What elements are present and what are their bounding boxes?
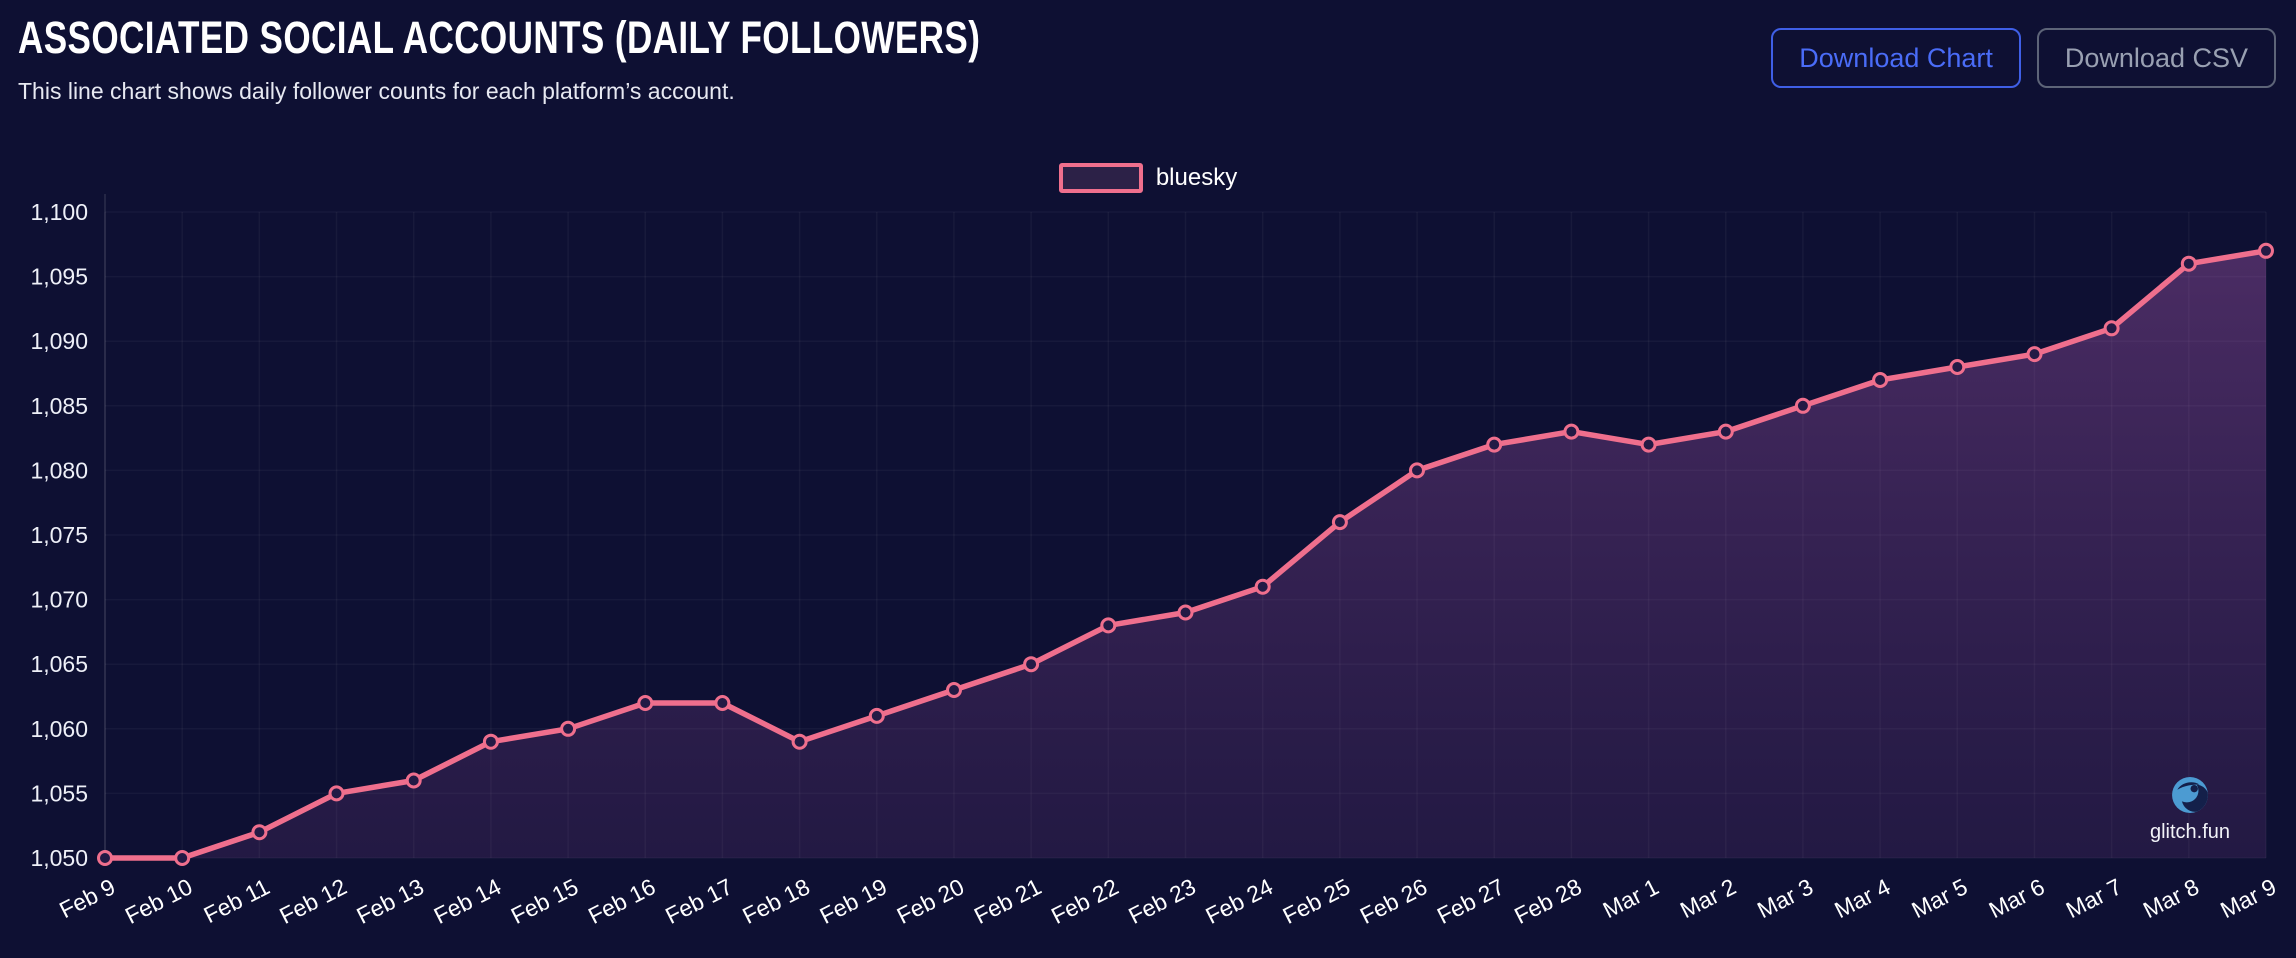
x-axis-tick-label: Feb 22 xyxy=(1047,873,1123,929)
data-point-bluesky-feb-13[interactable] xyxy=(405,772,422,789)
page-title: ASSOCIATED SOCIAL ACCOUNTS (DAILY FOLLOW… xyxy=(18,12,981,63)
x-axis-tick-label: Mar 5 xyxy=(1907,873,1971,923)
y-axis-tick-label: 1,095 xyxy=(30,264,88,290)
y-axis-tick-label: 1,055 xyxy=(30,780,88,806)
chart-header: ASSOCIATED SOCIAL ACCOUNTS (DAILY FOLLOW… xyxy=(18,12,1252,105)
x-axis-tick-label: Feb 17 xyxy=(661,873,737,929)
header-actions: Download Chart Download CSV xyxy=(1771,28,2276,88)
x-axis-tick-label: Feb 23 xyxy=(1124,873,1200,929)
data-point-bluesky-feb-11[interactable] xyxy=(251,824,268,841)
data-point-bluesky-mar-3[interactable] xyxy=(1794,397,1811,414)
data-point-bluesky-feb-12[interactable] xyxy=(328,785,345,802)
data-point-bluesky-mar-8[interactable] xyxy=(2180,255,2197,272)
data-point-bluesky-feb-28[interactable] xyxy=(1563,423,1580,440)
data-point-bluesky-feb-9[interactable] xyxy=(97,850,113,866)
x-axis-tick-label: Feb 13 xyxy=(352,873,428,929)
data-point-bluesky-feb-16[interactable] xyxy=(637,695,654,711)
data-point-bluesky-mar-9[interactable] xyxy=(2258,242,2274,259)
data-point-bluesky-mar-6[interactable] xyxy=(2026,346,2043,363)
glitch-fun-globe-icon xyxy=(2172,777,2208,813)
watermark-label: glitch.fun xyxy=(2149,821,2231,843)
y-axis-tick-label: 1,075 xyxy=(30,522,88,548)
data-point-bluesky-feb-22[interactable] xyxy=(1100,617,1117,634)
x-axis-tick-label: Feb 14 xyxy=(430,873,506,929)
x-axis-tick-label: Mar 4 xyxy=(1830,873,1894,923)
data-point-bluesky-feb-24[interactable] xyxy=(1254,578,1271,595)
y-axis-tick-label: 1,085 xyxy=(30,393,88,419)
download-chart-button[interactable]: Download Chart xyxy=(1771,28,2021,88)
data-point-bluesky-feb-20[interactable] xyxy=(946,682,962,698)
x-axis-tick-label: Feb 26 xyxy=(1356,873,1432,929)
data-point-bluesky-feb-19[interactable] xyxy=(868,707,885,724)
x-axis-tick-label: Feb 20 xyxy=(893,873,969,929)
data-point-bluesky-feb-26[interactable] xyxy=(1409,462,1425,479)
x-axis-tick-label: Feb 15 xyxy=(507,873,583,929)
y-axis-tick-label: 1,060 xyxy=(30,716,88,742)
data-point-bluesky-feb-15[interactable] xyxy=(560,720,577,737)
chart-legend[interactable]: bluesky xyxy=(0,163,2296,193)
x-axis-tick-label: Feb 12 xyxy=(275,873,351,929)
y-axis-tick-label: 1,090 xyxy=(30,328,88,354)
y-axis-tick-label: 1,080 xyxy=(30,457,88,483)
data-point-bluesky-feb-17[interactable] xyxy=(714,695,731,711)
x-axis-tick-label: Feb 10 xyxy=(121,873,197,929)
y-axis-tick-label: 1,070 xyxy=(30,587,88,613)
data-point-bluesky-feb-10[interactable] xyxy=(174,850,191,866)
x-axis-tick-label: Mar 1 xyxy=(1599,873,1663,923)
x-axis-tick-label: Mar 3 xyxy=(1753,873,1817,923)
y-axis-tick-label: 1,065 xyxy=(30,651,88,677)
data-point-bluesky-feb-21[interactable] xyxy=(1023,656,1040,673)
x-axis-tick-label: Mar 6 xyxy=(1985,873,2049,923)
legend-label-bluesky: bluesky xyxy=(1155,164,1238,191)
data-point-bluesky-mar-1[interactable] xyxy=(1640,436,1657,453)
x-axis-tick-label: Feb 11 xyxy=(200,873,274,928)
x-axis-tick-label: Feb 27 xyxy=(1433,873,1509,929)
x-axis-tick-label: Mar 7 xyxy=(2062,873,2126,923)
data-point-bluesky-feb-23[interactable] xyxy=(1177,604,1194,621)
data-point-bluesky-mar-7[interactable] xyxy=(2103,320,2120,337)
x-axis-tick-label: Feb 19 xyxy=(815,873,891,929)
data-point-bluesky-mar-5[interactable] xyxy=(1949,359,1966,375)
x-axis-tick-label: Feb 25 xyxy=(1279,873,1355,929)
x-axis-tick-label: Feb 28 xyxy=(1510,873,1586,929)
data-point-bluesky-mar-2[interactable] xyxy=(1717,423,1734,440)
watermark: glitch.fun xyxy=(2130,776,2250,844)
download-csv-button[interactable]: Download CSV xyxy=(2036,28,2276,88)
x-axis-tick-label: Mar 8 xyxy=(2139,873,2203,923)
x-axis-tick-label: Mar 2 xyxy=(1676,873,1740,923)
y-axis-tick-label: 1,100 xyxy=(30,199,88,225)
x-axis-tick-label: Feb 9 xyxy=(55,873,119,923)
y-axis-tick-label: 1,050 xyxy=(30,845,88,871)
x-axis-tick-label: Feb 16 xyxy=(584,873,660,929)
data-point-bluesky-mar-4[interactable] xyxy=(1872,372,1889,388)
data-point-bluesky-feb-18[interactable] xyxy=(791,733,808,750)
x-axis-tick-label: Feb 21 xyxy=(970,873,1046,929)
x-axis-tick-label: Feb 18 xyxy=(738,873,814,929)
data-point-bluesky-feb-14[interactable] xyxy=(482,733,499,750)
data-point-bluesky-feb-27[interactable] xyxy=(1486,436,1503,453)
data-point-bluesky-feb-25[interactable] xyxy=(1331,514,1348,531)
x-axis-tick-label: Mar 9 xyxy=(2216,873,2280,923)
x-axis-tick-label: Feb 24 xyxy=(1201,873,1277,929)
page-subtitle: This line chart shows daily follower cou… xyxy=(18,78,735,104)
legend-swatch-bluesky xyxy=(1058,163,1143,193)
